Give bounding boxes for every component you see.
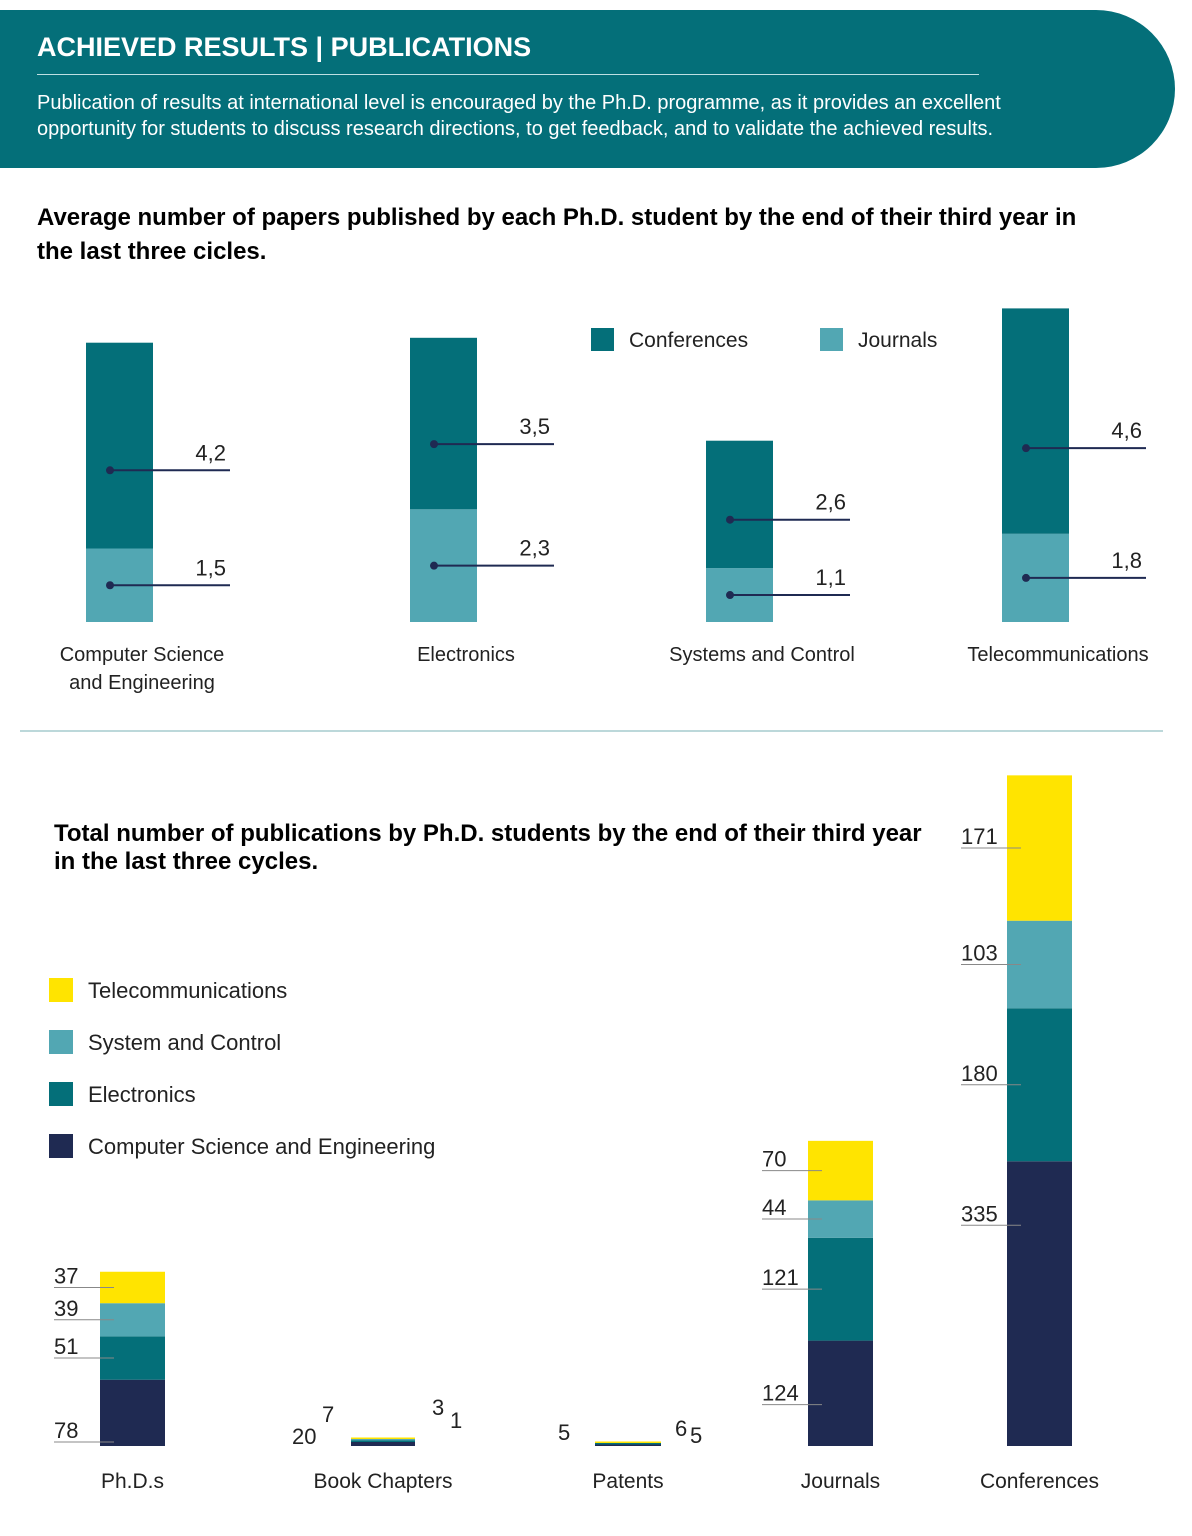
header-divider xyxy=(37,74,979,75)
page-title: ACHIEVED RESULTS | PUBLICATIONS xyxy=(37,32,532,62)
bar-computer-science-and-engineering xyxy=(351,1442,415,1446)
legend-label: System and Control xyxy=(88,1030,281,1055)
bar-conferences xyxy=(410,337,477,510)
data-label: 124 xyxy=(762,1381,799,1406)
data-label: 2,6 xyxy=(815,490,846,515)
bar-conferences xyxy=(1002,308,1069,534)
header-description: Publication of results at international … xyxy=(37,92,1001,140)
bar-telecommunications xyxy=(351,1437,415,1439)
category-label: Electronics xyxy=(417,644,515,666)
legend-label: Conferences xyxy=(629,329,748,352)
category-label: Systems and Control xyxy=(669,644,855,666)
bar-computer-science-and-engineering xyxy=(595,1444,661,1446)
data-label: 44 xyxy=(762,1195,786,1220)
data-label: 78 xyxy=(54,1418,78,1443)
chart1-title: Average number of papers published by ea… xyxy=(37,204,1077,265)
data-label: 3 xyxy=(432,1395,444,1420)
bar-electronics xyxy=(595,1443,661,1445)
data-label: 70 xyxy=(762,1147,786,1172)
leader-dot xyxy=(1022,573,1030,582)
leader-dot xyxy=(430,440,438,449)
legend-swatch xyxy=(49,978,73,1002)
category-label: Book Chapters xyxy=(314,1470,453,1493)
data-label: 2,3 xyxy=(519,536,550,561)
data-label: 5 xyxy=(558,1420,570,1445)
data-label: 1 xyxy=(450,1408,462,1433)
legend-label: Computer Science and Engineering xyxy=(88,1134,435,1159)
leader-dot xyxy=(726,515,734,524)
data-label: 4,2 xyxy=(195,440,226,465)
data-label: 4,6 xyxy=(1111,418,1142,443)
data-label: 1,5 xyxy=(195,555,226,580)
legend-swatch xyxy=(49,1082,73,1106)
bar-electronics xyxy=(351,1440,415,1442)
bar-computer-science-and-engineering xyxy=(808,1340,873,1446)
category-label: Journals xyxy=(801,1470,880,1493)
legend-swatch xyxy=(49,1134,73,1158)
data-label: 1,8 xyxy=(1111,548,1142,573)
data-label: 5 xyxy=(690,1423,702,1448)
bar-computer-science-and-engineering xyxy=(100,1379,165,1446)
data-label: 171 xyxy=(961,824,998,849)
data-label: 20 xyxy=(292,1424,316,1449)
bar-conferences xyxy=(86,342,153,549)
data-label: 121 xyxy=(762,1265,799,1290)
leader-dot xyxy=(106,466,114,475)
legend-label: Journals xyxy=(858,329,937,352)
data-label: 1,1 xyxy=(815,565,846,590)
bar-system-and-control xyxy=(351,1439,415,1441)
bar-computer-science-and-engineering xyxy=(1007,1161,1072,1446)
category-label: Patents xyxy=(592,1470,663,1493)
leader-dot xyxy=(1022,444,1030,453)
leader-dot xyxy=(106,581,114,590)
category-label: Conferences xyxy=(980,1470,1099,1493)
bar-conferences xyxy=(706,440,773,569)
data-label: 3,5 xyxy=(519,414,550,439)
data-label: 103 xyxy=(961,940,998,965)
data-label: 37 xyxy=(54,1263,78,1288)
data-label: 51 xyxy=(54,1334,78,1359)
legend-label: Telecommunications xyxy=(88,978,287,1003)
data-label: 180 xyxy=(961,1061,998,1086)
legend-swatch xyxy=(591,328,614,351)
data-label: 335 xyxy=(961,1201,998,1226)
category-label: Computer Science xyxy=(60,644,225,666)
chart2-title: Total number of publications by Ph.D. st… xyxy=(54,820,922,875)
bar-telecommunications xyxy=(595,1441,661,1443)
leader-dot xyxy=(430,561,438,570)
category-label: and Engineering xyxy=(69,672,215,694)
legend-label: Electronics xyxy=(88,1082,196,1107)
data-label: 7 xyxy=(322,1402,334,1427)
data-label: 6 xyxy=(675,1416,687,1441)
header-banner: ACHIEVED RESULTS | PUBLICATIONS Publicat… xyxy=(0,10,1175,168)
category-label: Telecommunications xyxy=(967,644,1148,666)
legend-swatch xyxy=(820,328,843,351)
leader-dot xyxy=(726,591,734,600)
legend-swatch xyxy=(49,1030,73,1054)
category-label: Ph.D.s xyxy=(101,1470,164,1493)
data-label: 39 xyxy=(54,1296,78,1321)
